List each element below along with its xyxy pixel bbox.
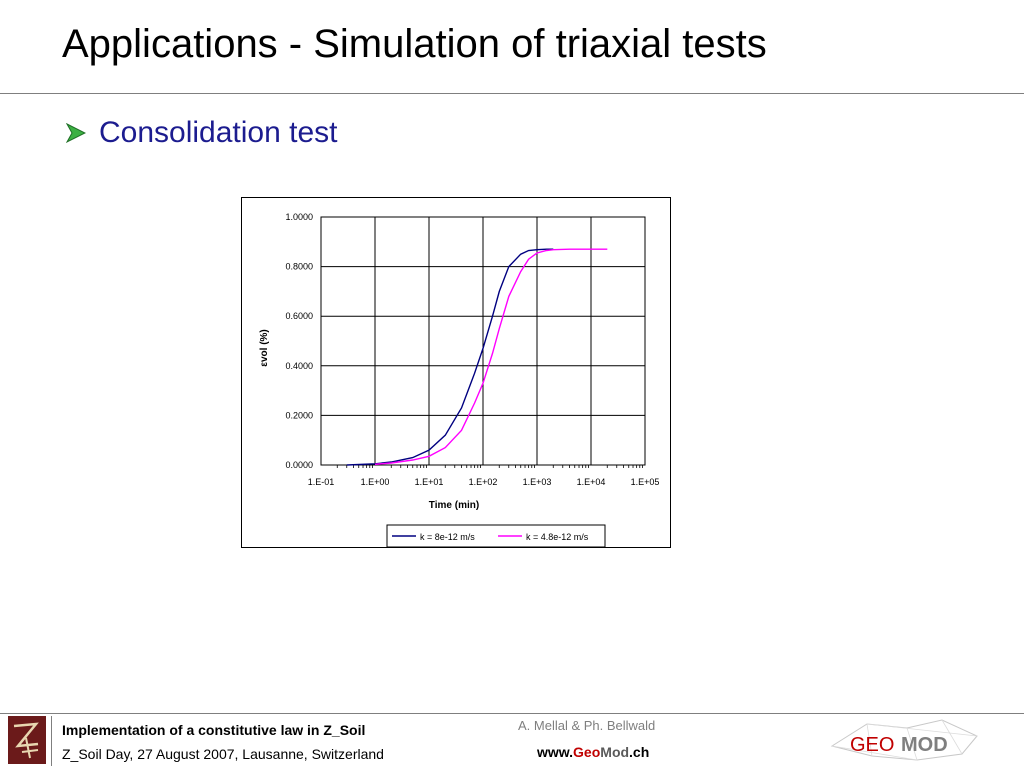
legend-label-1: k = 8e-12 m/s [420,532,475,542]
zsoil-logo [8,716,46,764]
bullet-item: Consolidation test [66,113,337,153]
legend-label-2: k = 4.8e-12 m/s [526,532,589,542]
chart-grid [320,216,646,468]
y-tick-label: 0.8000 [285,262,313,272]
chart-legend: k = 8e-12 m/s k = 4.8e-12 m/s [386,524,606,548]
arrow-bullet-icon [66,122,86,144]
chart-container: 0.0000 0.2000 0.4000 0.6000 0.8000 1.0000 1.E-… [241,197,671,548]
geomod-logo: GEO MOD [830,719,978,761]
consolidation-chart: 0.0000 0.2000 0.4000 0.6000 0.8000 1.0000 1.E-… [259,212,659,548]
footer-event: Z_Soil Day, 27 August 2007, Lausanne, Sw… [62,746,384,762]
geomod-logo-geo: GEO [850,734,894,756]
footer-title: Implementation of a constitutive law in … [62,722,366,738]
chart-series-layer [346,248,608,466]
url-geo: Geo [573,744,601,760]
y-tick-label: 0.2000 [285,410,313,420]
series-line-1 [346,248,554,466]
x-tick-label: 1.E+05 [631,477,660,487]
y-tick-label: 0.4000 [285,361,313,371]
footer-authors: A. Mellal & Ph. Bellwald [518,718,656,733]
slide-title: Applications - Simulation of triaxial te… [62,22,767,66]
url-prefix: www. [537,744,574,760]
y-axis-label: εvol (%) [259,329,270,367]
bullet-text: Consolidation test [99,116,338,149]
url-mod: Mod [600,744,630,760]
x-tick-label: 1.E+00 [361,477,390,487]
title-divider [0,93,1024,94]
url-suffix: .ch [629,744,650,760]
y-tick-label: 0.0000 [285,460,313,470]
y-tick-label: 1.0000 [285,212,313,222]
x-tick-label: 1.E+04 [577,477,606,487]
footer-url[interactable]: www.GeoMod.ch [537,744,649,760]
legend-box [386,524,606,548]
x-tick-label: 1.E+02 [469,477,498,487]
x-axis-label: Time (min) [429,500,479,511]
geomod-logo-mod: MOD [901,734,948,756]
footer-divider [0,713,1024,714]
series-line-2 [374,248,608,465]
x-tick-label: 1.E+03 [523,477,552,487]
x-tick-label: 1.E+01 [415,477,444,487]
y-tick-label: 0.6000 [285,311,313,321]
footer-separator [51,716,52,766]
chart-tick-labels: 0.0000 0.2000 0.4000 0.6000 0.8000 1.0000 1.E-… [285,212,659,487]
x-tick-label: 1.E-01 [308,477,335,487]
